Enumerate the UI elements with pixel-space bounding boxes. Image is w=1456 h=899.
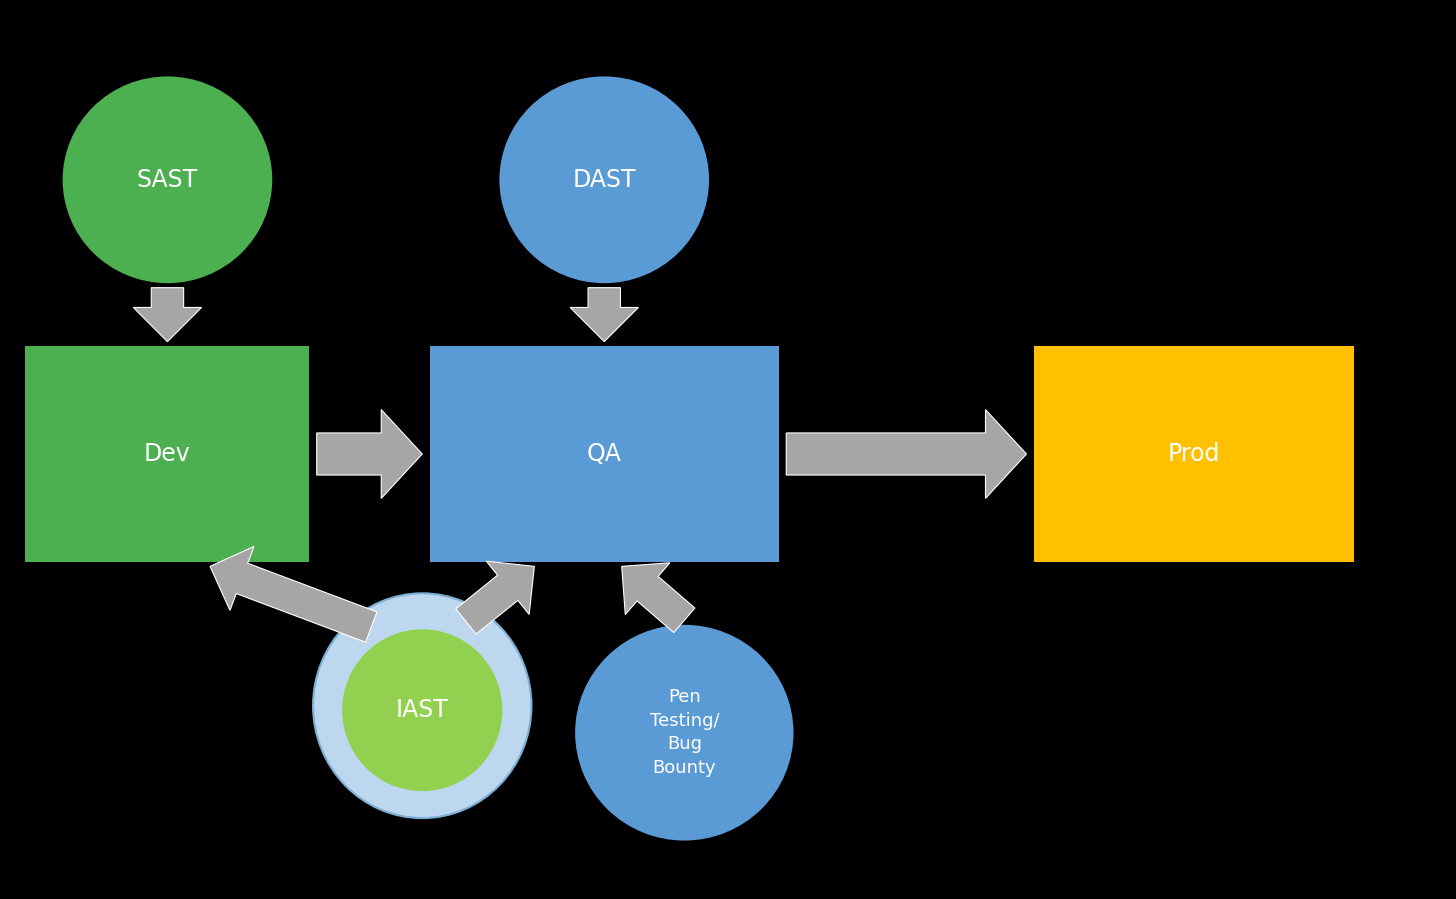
Ellipse shape (63, 76, 272, 283)
Ellipse shape (313, 593, 531, 818)
Polygon shape (571, 288, 638, 342)
Text: Pen
Testing/
Bug
Bounty: Pen Testing/ Bug Bounty (649, 689, 719, 777)
Polygon shape (317, 410, 422, 498)
Ellipse shape (342, 629, 502, 791)
Ellipse shape (575, 625, 794, 841)
Ellipse shape (499, 76, 709, 283)
Polygon shape (210, 547, 377, 642)
Text: IAST: IAST (396, 699, 448, 722)
Text: QA: QA (587, 442, 622, 466)
Polygon shape (456, 561, 534, 634)
Polygon shape (786, 410, 1026, 498)
Text: Prod: Prod (1168, 442, 1220, 466)
Polygon shape (134, 288, 201, 342)
Polygon shape (622, 563, 695, 633)
FancyBboxPatch shape (430, 346, 779, 562)
Text: DAST: DAST (572, 168, 636, 191)
Text: Dev: Dev (144, 442, 191, 466)
Text: SAST: SAST (137, 168, 198, 191)
FancyBboxPatch shape (1034, 346, 1354, 562)
FancyBboxPatch shape (26, 346, 310, 562)
